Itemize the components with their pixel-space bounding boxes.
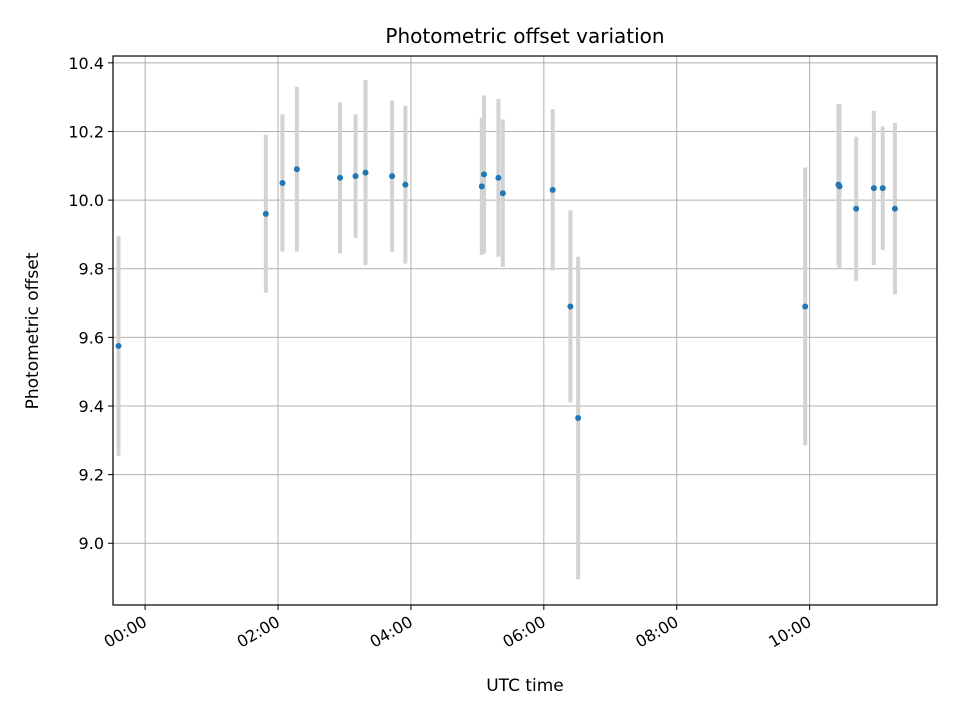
data-point — [567, 303, 574, 310]
data-point — [802, 303, 809, 310]
plot-frame — [112, 55, 938, 606]
y-axis-label: Photometric offset — [23, 252, 43, 409]
y-tick-label: 10.0 — [68, 191, 104, 210]
data-point — [853, 205, 860, 212]
data-point — [879, 185, 886, 192]
data-point — [402, 181, 409, 188]
data-point — [836, 183, 843, 190]
data-point — [362, 169, 369, 176]
data-point — [891, 205, 898, 212]
y-tick-label: 9.8 — [79, 260, 104, 279]
y-tick-label: 9.4 — [79, 397, 104, 416]
y-tick-label: 10.4 — [68, 54, 104, 73]
data-point — [478, 183, 485, 190]
grid — [113, 56, 937, 605]
data-point — [337, 174, 344, 181]
data-point — [499, 190, 506, 197]
data-point — [115, 342, 122, 349]
y-tick-label: 9.6 — [79, 328, 104, 347]
x-axis-label: UTC time — [486, 676, 564, 696]
data-point — [389, 173, 396, 180]
y-tick-label: 10.2 — [68, 122, 104, 141]
data-point — [352, 173, 359, 180]
data-point — [481, 171, 488, 178]
data-point — [575, 414, 582, 421]
data-point — [495, 174, 502, 181]
chart-title: Photometric offset variation — [385, 24, 664, 48]
y-axis-ticks: 9.0 9.2 9.4 9.6 9.8 10.0 10.2 10.4 — [68, 54, 113, 553]
data-point — [279, 179, 286, 186]
data-point — [549, 186, 556, 193]
y-tick-label: 9.0 — [79, 534, 104, 553]
data-point — [293, 166, 300, 173]
data-points — [115, 166, 898, 421]
data-point — [870, 185, 877, 192]
y-tick-label: 9.2 — [79, 466, 104, 485]
data-point — [262, 210, 269, 217]
